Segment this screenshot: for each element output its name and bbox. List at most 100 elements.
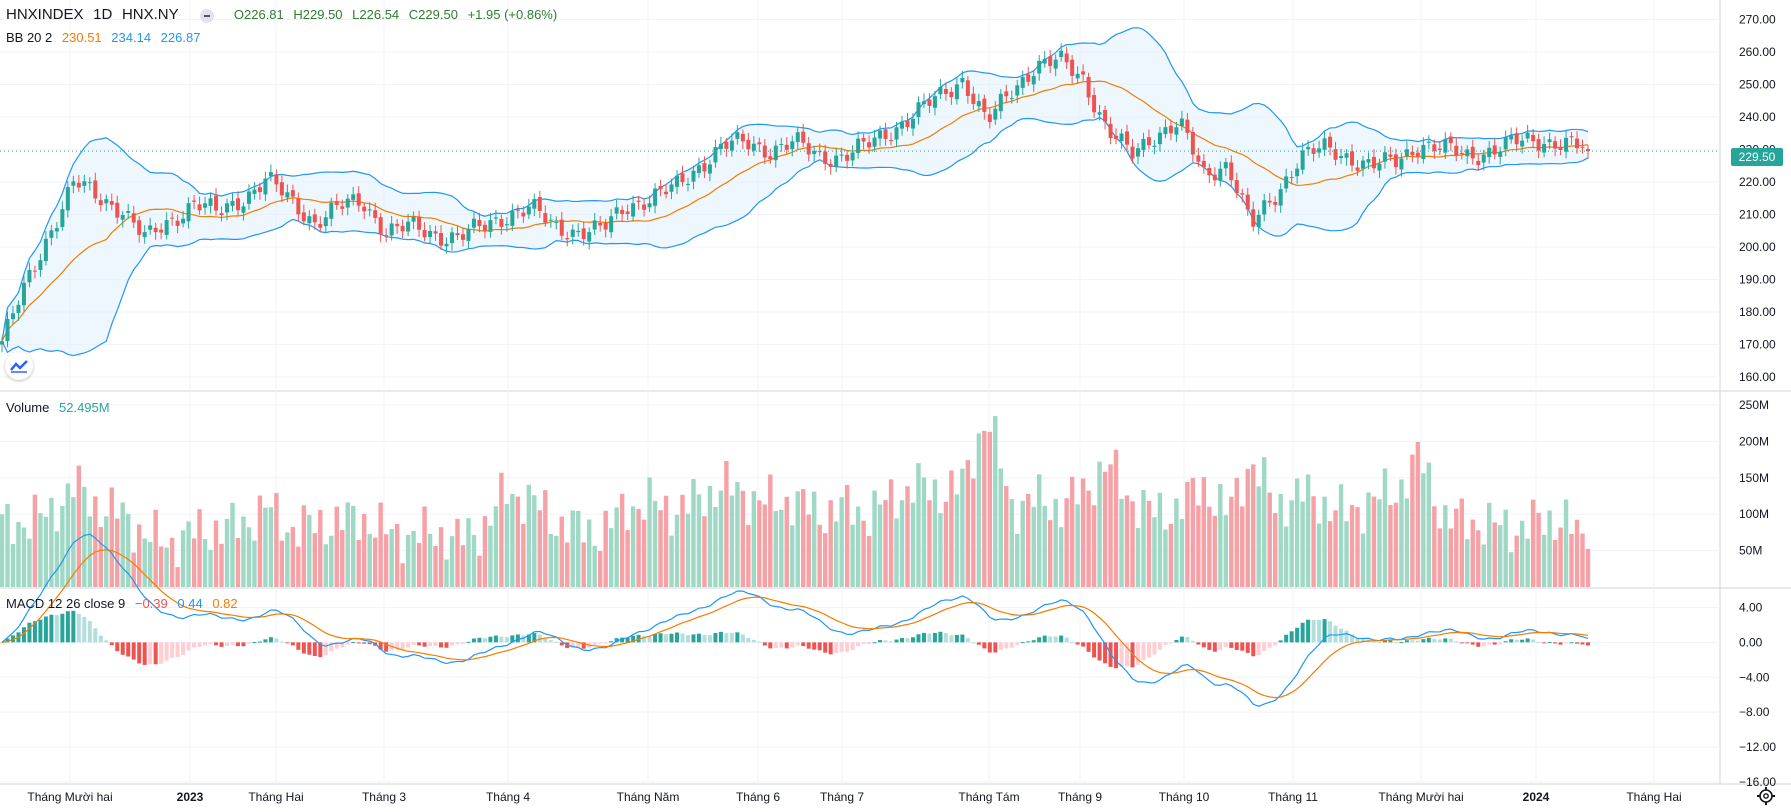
volume-bar xyxy=(1305,474,1311,587)
volume-bar xyxy=(872,490,877,587)
volume-bar xyxy=(757,500,762,587)
volume-bar xyxy=(1487,502,1492,587)
volume-bar xyxy=(1080,478,1086,587)
macd-legend[interactable]: MACD 12 26 close 9 −0.39 0.44 0.82 xyxy=(6,596,244,611)
volume-bar xyxy=(641,519,647,587)
volume-bar xyxy=(32,494,38,587)
macd-tick-label: 4.00 xyxy=(1739,600,1763,614)
macd-histogram-bar xyxy=(1146,642,1151,658)
candle-body xyxy=(307,216,312,224)
macd-histogram-bar xyxy=(1443,638,1448,643)
volume-bar xyxy=(1196,505,1201,587)
tradingview-logo-icon[interactable] xyxy=(5,352,33,380)
volume-bar xyxy=(1119,498,1124,587)
symbol-name[interactable]: HNXINDEX xyxy=(6,6,84,23)
macd-histogram-bar xyxy=(460,642,465,645)
volume-bar xyxy=(1481,544,1486,587)
candle-body xyxy=(1377,163,1382,171)
volume-bar xyxy=(1168,523,1174,587)
candle-body xyxy=(850,152,855,161)
bb-lower-value: 226.87 xyxy=(160,30,201,45)
volume-bar xyxy=(1037,474,1042,587)
macd-histogram-bar xyxy=(1031,640,1036,643)
macd-histogram-bar xyxy=(1333,625,1338,643)
macd-histogram-bar xyxy=(1152,642,1157,655)
candle-body xyxy=(620,209,625,215)
candle-body xyxy=(587,232,592,242)
candle-body xyxy=(1251,209,1256,227)
macd-histogram-bar xyxy=(428,642,433,647)
candle-body xyxy=(1531,134,1536,142)
candle-body xyxy=(1218,168,1223,181)
volume-bar xyxy=(318,510,323,587)
macd-histogram-bar xyxy=(1053,636,1058,643)
volume-bar xyxy=(334,506,339,587)
candle-body xyxy=(1267,200,1272,203)
candle-body xyxy=(1092,95,1097,113)
volume-bar xyxy=(1146,500,1152,587)
candle-body xyxy=(1404,149,1409,157)
volume-bar xyxy=(213,520,219,587)
volume-bar xyxy=(21,527,27,587)
macd-histogram-bar xyxy=(65,611,70,643)
volume-bar xyxy=(1212,515,1218,587)
candle-body xyxy=(192,200,197,202)
volume-bar xyxy=(943,501,949,587)
macd-histogram-bar xyxy=(378,642,383,650)
candle-body xyxy=(1317,148,1322,153)
volume-legend[interactable]: Volume 52.495M xyxy=(6,400,116,415)
candle-body xyxy=(581,228,586,240)
candle-body xyxy=(345,198,350,208)
bb-legend[interactable]: BB 20 2 230.51 234.14 226.87 xyxy=(6,30,206,45)
volume-bar xyxy=(1069,476,1075,587)
candle-body xyxy=(279,182,284,196)
macd-histogram-bar xyxy=(1190,640,1195,643)
macd-histogram-bar xyxy=(1328,621,1333,643)
volume-bar xyxy=(888,479,894,587)
volume-bar xyxy=(674,514,680,587)
candle-body xyxy=(362,206,367,212)
candle-body xyxy=(104,199,109,204)
macd-histogram-bar xyxy=(159,642,164,664)
volume-bar xyxy=(899,500,905,587)
candle-body xyxy=(1487,147,1492,158)
candle-body xyxy=(1273,201,1278,205)
candle-body xyxy=(943,88,948,94)
interval-label[interactable]: 1D xyxy=(93,6,113,23)
settings-gear-icon[interactable] xyxy=(1756,786,1776,806)
macd-histogram-bar xyxy=(367,642,372,645)
volume-bar xyxy=(65,483,71,587)
macd-histogram-bar xyxy=(1289,631,1294,643)
macd-histogram-bar xyxy=(1311,619,1316,643)
macd-histogram-bar xyxy=(1476,642,1481,647)
collapse-icon[interactable] xyxy=(200,8,215,23)
macd-histogram-bar xyxy=(285,642,290,644)
macd-histogram-bar xyxy=(576,642,581,648)
price-tick-label: 210.00 xyxy=(1739,208,1776,222)
volume-bar xyxy=(1465,539,1470,587)
volume-bar xyxy=(169,537,175,587)
candle-body xyxy=(664,191,669,195)
macd-histogram-bar xyxy=(1470,642,1475,645)
candle-body xyxy=(131,213,136,223)
volume-bar xyxy=(98,527,103,587)
candle-body xyxy=(285,192,290,198)
time-tick-label: Tháng Năm xyxy=(617,790,680,804)
macd-histogram-bar xyxy=(170,642,175,658)
macd-histogram-bar xyxy=(779,642,784,648)
volume-bar xyxy=(916,463,921,587)
candle-body xyxy=(60,209,65,227)
volume-bar xyxy=(1031,506,1036,587)
candle-body xyxy=(1152,145,1157,147)
volume-bar xyxy=(175,567,180,587)
volume-bar xyxy=(987,431,993,587)
volume-bar xyxy=(1569,533,1574,587)
volume-bar xyxy=(416,542,422,587)
candle-body xyxy=(312,214,317,223)
volume-bar xyxy=(460,545,466,587)
candle-body xyxy=(993,108,998,120)
volume-bar xyxy=(784,496,789,587)
volume-bar xyxy=(449,536,455,587)
macd-histogram-bar xyxy=(828,642,833,655)
